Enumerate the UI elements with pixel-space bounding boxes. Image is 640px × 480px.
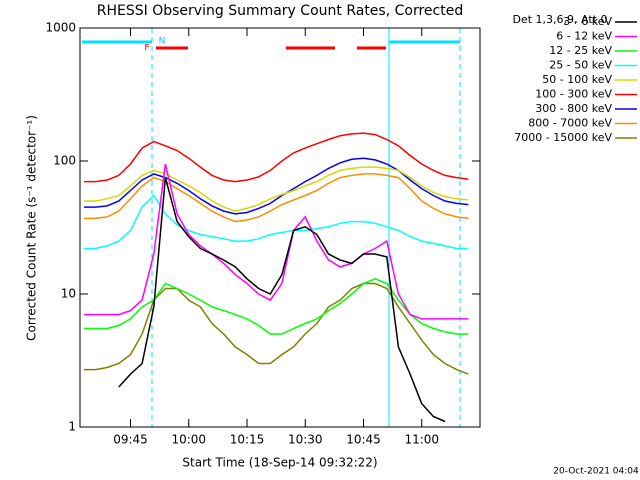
y-tick-label: 100 [53,154,76,168]
series-line [83,194,469,250]
legend-label: 7000 - 15000 keV [514,131,612,144]
series-line [83,132,469,183]
y-tick-label: 1000 [45,21,76,35]
series-line [83,173,469,223]
series-line [83,277,469,335]
legend-label: 25 - 50 keV [549,59,612,72]
subtitle: Det 1,3,6,9, Att 0 [513,13,608,26]
legend-label: 300 - 800 keV [535,102,612,115]
legend-label: 50 - 100 keV [542,73,612,86]
legend-label: 3 - 6 keV [563,15,612,28]
plot-frame [79,27,481,428]
x-tick-label: 10:30 [288,433,323,447]
x-tick-label: 11:00 [404,433,439,447]
y-axis-title: Corrected Count Rate (s⁻¹ detector⁻¹) [25,115,39,341]
y-tick-label: 1 [68,420,76,434]
series-line [83,166,469,212]
series-line [83,157,469,215]
legend-label: 100 - 300 keV [535,88,612,101]
legend-label: 6 - 12 keV [556,30,612,43]
x-tick-label: 10:15 [230,433,265,447]
footer: 20-Oct-2021 04:04 [553,467,639,477]
flag-label: F [144,44,149,54]
series-line [83,282,469,375]
y-tick-label: 10 [61,287,76,301]
series-line [118,177,446,423]
legend-label: 12 - 25 keV [549,44,612,57]
chart-title: RHESSI Observing Summary Count Rates, Co… [97,3,463,19]
legend-label: 800 - 7000 keV [528,117,612,130]
x-tick-label: 09:45 [113,433,148,447]
series-line [83,163,469,320]
x-axis-title: Start Time (18-Sep-14 09:32:22) [182,456,377,470]
flag-label: N [159,37,166,47]
x-tick-label: 10:45 [346,433,381,447]
x-tick-label: 10:00 [171,433,206,447]
